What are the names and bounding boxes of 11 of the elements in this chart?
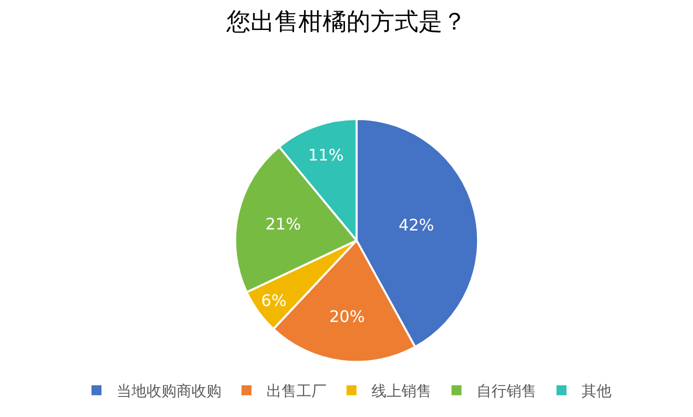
- data-label: 42%: [398, 216, 434, 235]
- data-label: 20%: [329, 306, 365, 326]
- legend-label: 出售工厂: [266, 382, 326, 400]
- data-label: 6%: [261, 291, 287, 310]
- legend-label: 其他: [582, 382, 612, 400]
- legend-label: 当地收购商收购: [116, 382, 222, 400]
- data-label: 11%: [308, 146, 344, 165]
- legend-label: 自行销售: [476, 382, 536, 400]
- legend-label: 线上销售: [372, 382, 432, 400]
- chart-title: 您出售柑橘的方式是？: [226, 7, 466, 36]
- data-label: 21%: [265, 214, 301, 234]
